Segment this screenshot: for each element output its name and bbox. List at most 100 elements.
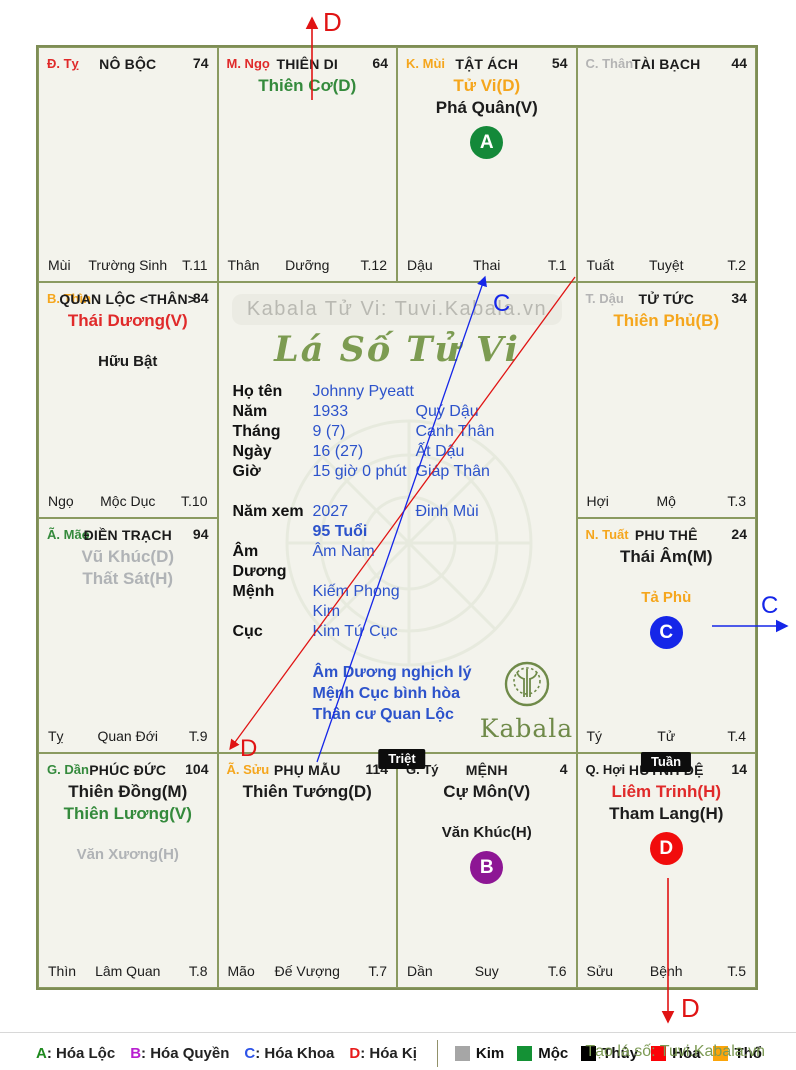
element-legend-group: Kim Mộc Thủy Hỏa Thổ [454, 1044, 775, 1062]
palace-score: 94 [192, 525, 209, 542]
palace-cell-mao: Ã. Mão 94 ĐIỀN TRẠCH Vũ Khúc(D) Thất Sát(… [38, 517, 218, 753]
footer-divider [0, 1032, 796, 1033]
element-swatch-icon [651, 1045, 667, 1061]
info-value-secondary: Ất Dậu [415, 443, 465, 461]
star-line: Thất Sát(H) [82, 568, 174, 588]
element-label: Thổ [734, 1044, 762, 1062]
palace-cell-dau: T. Dậu 34 TỬ TỨC Thiên Phủ(B) Mộ Hợi T.3 [576, 282, 756, 518]
stars-list: Vũ Khúc(D) Thất Sát(H) [39, 546, 217, 590]
flow-branch-label: Sửu [586, 963, 614, 979]
credit-link[interactable]: Tạo lá số: Tuvi.Kabala.vn [585, 1043, 765, 1060]
info-value: Âm Nam [312, 543, 375, 561]
element-legend-item: Thủy [581, 1045, 638, 1062]
life-stage-label: Mộc Dục [100, 492, 156, 509]
hoa-legend-item: A: Hóa Lộc [36, 1045, 115, 1062]
flow-branch-label: Dậu [407, 257, 433, 274]
life-stage-label: Suy [474, 963, 499, 979]
flow-branch-label: Tuất [586, 257, 615, 274]
cycle-label: T.11 [182, 257, 208, 274]
flow-branch-label: Hợi [586, 492, 609, 509]
legend-bar: A: Hóa Lộc B: Hóa Quyền C: Hóa Khoa D: Hóa … [36, 1039, 775, 1067]
branch-stem-label: Ã. Mão [47, 526, 90, 542]
star-line: Thiên Tướng(D) [242, 781, 372, 801]
info-value: 2027 [312, 503, 349, 521]
info-label: Âm Dương [232, 543, 287, 581]
palace-name: THIÊN DI [276, 56, 338, 72]
tuan-badge: Tuần [640, 752, 692, 772]
info-row: Tháng 9 (7) Canh Thân [233, 422, 576, 442]
branch-stem-label: Đ. Tỵ [47, 56, 79, 71]
stars-list: Liêm Trinh(H) Tham Lang(H) [578, 781, 756, 825]
cycle-label: T.1 [547, 257, 567, 274]
palace-score: 74 [192, 55, 209, 71]
cycle-label: T.2 [727, 257, 746, 274]
cell-footer: Tử Tý T.4 [587, 728, 747, 746]
hoa-letter-badge: C [649, 615, 683, 649]
palace-cell-tuat: N. Tuất 24 PHU THÊ Thái Âm(M) Tả Phù C Tử… [576, 517, 756, 753]
cycle-label: T.12 [360, 257, 387, 274]
palace-cell-dan: G. Dần 104 PHÚC ĐỨC Thiên Đồng(M) Thiên L… [38, 752, 218, 988]
branch-stem-label: N. Tuất [585, 526, 629, 542]
info-value-secondary: Giáp Thân [415, 463, 490, 481]
star-line: Tham Lang(H) [609, 803, 724, 823]
life-stage-label: Mộ [656, 492, 676, 509]
star-line: Thái Âm(M) [619, 546, 713, 566]
info-value: Kim Tứ Cục [312, 623, 398, 641]
palace-cell-hoi: Q. Hợi 14 HUYNH ĐỆ Liêm Trinh(H)Tham Lan… [576, 752, 756, 988]
hoa-legend-group: A: Hóa Lộc B: Hóa Quyền C: Hóa Khoa D: Hóa … [36, 1045, 432, 1062]
info-label [233, 522, 313, 542]
cell-footer: Đế Vượng Mão T.7 [228, 963, 388, 981]
palace-name: MỆNH [465, 761, 508, 778]
cycle-label: T.9 [188, 727, 208, 744]
star-line: Thiên Lương(V) [63, 803, 192, 823]
star-line: Liêm Trinh(H) [611, 781, 722, 801]
cycle-label: T.8 [188, 963, 208, 979]
kabala-logo-text: Kabala [479, 714, 574, 744]
palace-score: 44 [731, 55, 747, 71]
cell-footer: Trường Sinh Mùi T.11 [48, 257, 208, 275]
palace-name: TỬ TỨC [638, 291, 695, 308]
palace-cell-ngo: M. Ngọ 64 THIÊN DI Thiên Cơ(D) Dưỡng Thâ… [217, 47, 397, 283]
life-stage-label: Lâm Quan [95, 963, 161, 979]
palace-name: PHÚC ĐỨC [89, 761, 167, 778]
element-legend-item: Kim [454, 1044, 505, 1062]
info-label: Tháng [232, 423, 281, 441]
hoa-letter-badge: D [649, 831, 683, 865]
info-row: Giờ 15 giờ 0 phút Giáp Thân [233, 462, 576, 482]
palace-cell-mui: K. Mùi 54 TẬT ÁCH Tử Vi(D) Phá Quân(V) A … [397, 47, 577, 283]
flow-branch-label: Mão [227, 963, 255, 979]
cycle-label: T.3 [727, 492, 746, 509]
branch-stem-label: T. Dậu [585, 291, 624, 307]
star-line: Thiên Phủ(B) [613, 311, 720, 331]
element-label: Hỏa [672, 1044, 701, 1062]
star-line: Hữu Bật [98, 353, 158, 371]
flow-branch-label: Mùi [48, 257, 71, 274]
hoa-letter: B [130, 1044, 142, 1062]
element-label: Thủy [602, 1044, 639, 1062]
cycle-label: T.6 [547, 963, 567, 979]
star-line: Thiên Cơ(D) [258, 76, 357, 95]
palace-score: 34 [731, 290, 747, 307]
star-line: Phá Quân(V) [435, 98, 538, 117]
flow-branch-label: Thìn [48, 963, 77, 979]
cell-footer: Mộ Hợi T.3 [587, 493, 747, 511]
site-watermark: Kabala Tử Vi: Tuvi.Kabala.vn [231, 294, 563, 326]
info-label: Năm xem [232, 503, 304, 521]
element-label: Mộc [538, 1044, 569, 1062]
stars-list: Thiên Phủ(B) [578, 310, 756, 332]
info-row: Cục Kim Tứ Cục [233, 622, 576, 642]
element-label: Kim [475, 1044, 505, 1062]
hoa-label: : Hóa Lộc [46, 1044, 116, 1062]
cell-footer: Quan Đới Tỵ T.9 [48, 728, 208, 746]
cell-footer: Suy Dần T.6 [407, 963, 567, 981]
branch-stem-label: K. Mùi [406, 56, 445, 71]
branch-stem-label: B. Thìn [47, 291, 92, 307]
palace-name: QUAN LỘC <THÂN> [59, 291, 197, 308]
star-line: Cự Môn(V) [443, 781, 531, 801]
palace-cell-than: C. Thân 44 TÀI BẠCH Tuyệt Tuất T.2 [576, 47, 756, 283]
info-value: 9 (7) [312, 423, 346, 441]
palace-score: 54 [551, 55, 568, 71]
star-line: Tả Phù [641, 588, 692, 606]
hoa-letter-badge: A [470, 126, 504, 159]
info-row: Âm Dương Âm Nam [233, 542, 576, 582]
